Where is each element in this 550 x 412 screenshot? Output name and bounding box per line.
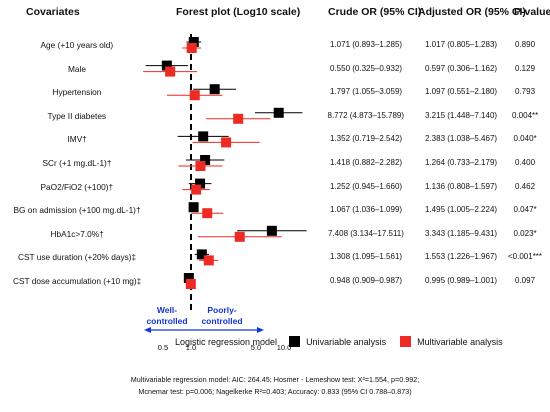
p-value-cell: <0.001***: [508, 252, 543, 262]
or-point-univariable: [188, 37, 199, 47]
legend: Logistic regression model Univariable an…: [175, 336, 503, 347]
crude-or-cell: 7.408 (3.134–17.511): [328, 228, 404, 238]
or-point-multivariable: [185, 279, 196, 289]
or-point-multivariable: [189, 90, 200, 101]
direction-label-left: Well-: [157, 305, 177, 315]
adjusted-or-cell: 3.343 (1.185–9.431): [425, 228, 498, 238]
direction-arrow-right-head: [257, 327, 264, 333]
or-point-multivariable: [203, 255, 214, 266]
or-point-multivariable: [165, 66, 176, 77]
legend-label-univariable: Univariable analysis: [306, 336, 387, 347]
x-tick-label: 1.0: [186, 343, 196, 352]
crude-or-cell: 1.067 (1.036–1.099): [330, 205, 403, 215]
or-point-univariable: [161, 60, 172, 71]
direction-label-left: controlled: [146, 316, 187, 326]
header-covariates: Covariates: [26, 6, 80, 18]
header-forest-plot: Forest plot (Log10 scale): [176, 6, 301, 18]
legend-title: Logistic regression model: [175, 336, 278, 347]
or-point-multivariable: [233, 113, 244, 124]
direction-label-right: Poorly-: [207, 305, 236, 315]
footnote-line-1: Multivariable regression model: AIC: 264…: [130, 375, 420, 384]
or-point-univariable: [273, 107, 284, 118]
crude-or-cell: 1.252 (0.945–1.660): [330, 181, 403, 191]
adjusted-or-cell: 1.097 (0.551–2.180): [425, 87, 498, 97]
covariate-label: CST dose accumulation (+10 mg)‡: [13, 276, 142, 286]
direction-label-right: controlled: [201, 316, 242, 326]
p-value-cell: 0.097: [515, 276, 536, 285]
or-point-multivariable: [195, 161, 206, 171]
p-value-cell: 0.004**: [512, 110, 539, 120]
or-point-univariable: [188, 202, 199, 213]
adjusted-or-cell: 1.017 (0.805–1.283): [425, 40, 498, 49]
legend-swatch-multivariable: [400, 336, 412, 347]
header-crude-or: Crude OR (95% CI): [328, 6, 422, 18]
adjusted-or-cell: 3.215 (1.448–7.140): [425, 110, 498, 120]
adjusted-or-cell: 1.495 (1.005–2.224): [425, 205, 498, 215]
x-tick-label: 0.5: [158, 343, 168, 352]
p-value-cell: 0.023*: [513, 228, 537, 238]
adjusted-or-cell: 1.264 (0.733–2.179): [425, 158, 498, 167]
covariate-label: PaO2/FiO2 (+100)†: [40, 181, 114, 192]
or-point-univariable: [266, 225, 277, 236]
crude-or-cell: 8.772 (4.873–15.789): [327, 110, 405, 120]
crude-or-cell: 1.308 (1.095–1.561): [330, 252, 403, 262]
covariate-label: Age (+10 years old): [40, 40, 114, 50]
p-value-cell: 0.400: [515, 158, 536, 167]
direction-arrow-left-head: [144, 327, 151, 333]
legend-swatch-univariable: [289, 336, 301, 347]
adjusted-or-cell: 1.136 (0.808–1.597): [425, 181, 498, 191]
p-value-cell: 0.129: [515, 63, 536, 73]
covariate-label: Type II diabetes: [47, 110, 107, 121]
or-point-univariable: [209, 84, 220, 95]
or-point-multivariable: [202, 208, 213, 219]
or-point-univariable: [198, 131, 209, 142]
crude-or-cell: 1.071 (0.893–1.285): [330, 40, 403, 49]
crude-or-cell: 0.948 (0.909–0.987): [330, 276, 403, 285]
crude-or-cell: 1.352 (0.719–2.542): [330, 134, 403, 144]
or-point-multivariable: [191, 184, 202, 195]
header-adjusted-or: Adjusted OR (95% CI): [418, 6, 526, 18]
footnote-line-2: Mcnemar test: p=0.006; Nagelkerke R²=0.4…: [138, 387, 412, 396]
or-point-multivariable: [221, 137, 232, 148]
or-point-multivariable: [234, 231, 245, 242]
p-value-cell: 0.040*: [513, 134, 537, 144]
covariate-label: CST use duration (+20% days)‡: [18, 252, 137, 263]
header-p-value: P-value: [514, 6, 550, 18]
or-point-univariable: [200, 155, 211, 165]
adjusted-or-cell: 1.553 (1.226–1.967): [425, 252, 498, 262]
crude-or-cell: 1.797 (1.055–3.059): [330, 87, 403, 97]
or-point-multivariable: [186, 43, 197, 53]
p-value-cell: 0.890: [515, 40, 536, 49]
p-value-cell: 0.793: [515, 87, 536, 97]
covariate-label: IMV†: [67, 134, 87, 145]
covariate-label: HbA1c>7.0%†: [50, 228, 104, 239]
adjusted-or-cell: 2.383 (1.038–5.467): [425, 134, 498, 144]
or-point-univariable: [195, 178, 206, 189]
legend-label-multivariable: Multivariable analysis: [417, 336, 503, 347]
covariate-label: BG on admission (+100 mg.dL-1)†: [13, 205, 141, 216]
or-point-univariable: [183, 273, 194, 283]
x-tick-label: 5.0: [251, 343, 261, 352]
x-tick-label: 10.0: [277, 343, 292, 352]
covariate-label: SCr (+1 mg.dL-1)†: [42, 158, 112, 168]
crude-or-cell: 1.418 (0.882–2.282): [330, 158, 403, 167]
adjusted-or-cell: 0.597 (0.306–1.162): [425, 63, 498, 73]
or-point-univariable: [196, 249, 207, 260]
covariate-label: Hypertension: [52, 87, 102, 98]
crude-or-cell: 0.550 (0.325–0.932): [330, 63, 403, 73]
p-value-cell: 0.047*: [513, 205, 537, 215]
p-value-cell: 0.462: [515, 181, 536, 191]
adjusted-or-cell: 0.995 (0.989–1.001): [425, 276, 498, 285]
covariate-label: Male: [68, 63, 86, 74]
